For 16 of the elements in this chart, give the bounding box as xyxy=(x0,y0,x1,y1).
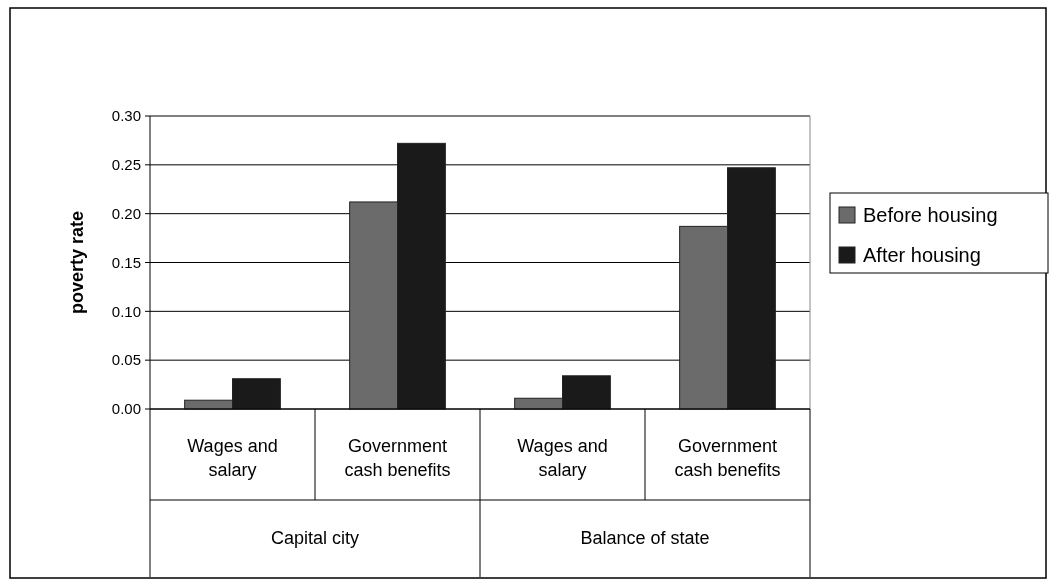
x-tick-label: Wages and salary xyxy=(187,436,278,480)
y-tick-label: 0.10 xyxy=(111,302,141,320)
y-tick-label: 0.15 xyxy=(111,253,141,271)
legend-label: After housing xyxy=(863,244,981,266)
x-tick-label: Government cash benefits xyxy=(344,436,451,480)
y-tick-label: 0.05 xyxy=(111,351,141,369)
legend-label: Before housing xyxy=(863,204,998,226)
y-tick-label: 0.20 xyxy=(111,204,141,222)
y-tick-label: 0.25 xyxy=(111,156,141,174)
x-tick-label: Wages and salary xyxy=(517,436,608,480)
y-axis-title: poverty rate xyxy=(67,210,87,315)
y-tick-label: 0.30 xyxy=(111,107,141,125)
x-tick-label: Government cash benefits xyxy=(674,436,781,480)
y-tick-label: 0.00 xyxy=(111,400,141,418)
text: Balance of state xyxy=(580,528,710,548)
text: Capital city xyxy=(270,528,360,548)
